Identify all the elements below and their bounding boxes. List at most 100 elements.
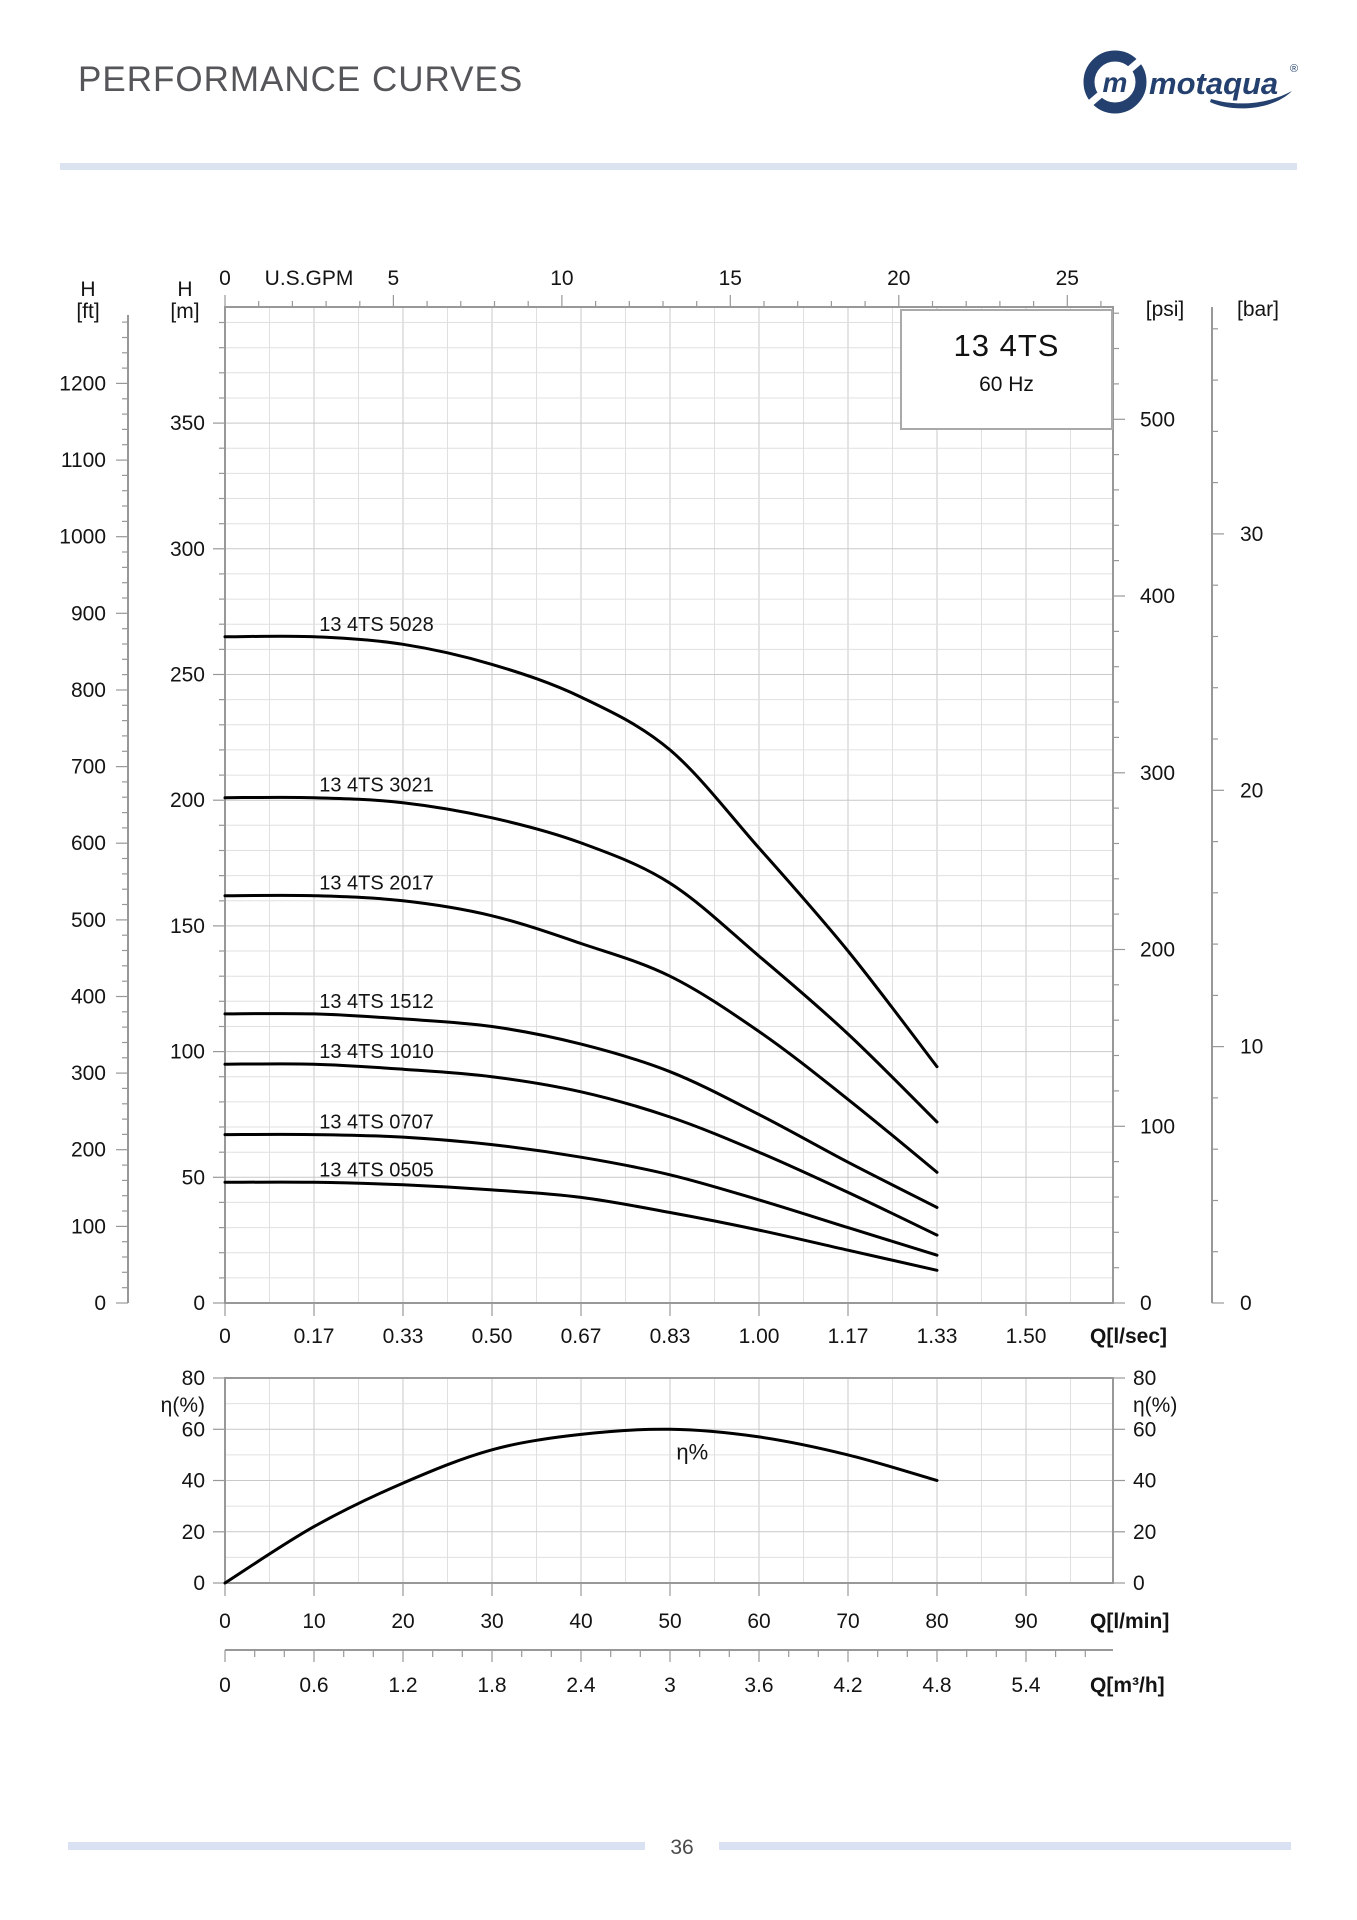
logo-swoosh: [1210, 91, 1292, 109]
svg-text:0: 0: [1240, 1292, 1252, 1315]
svg-text:2.4: 2.4: [566, 1674, 596, 1697]
svg-text:0.83: 0.83: [650, 1325, 691, 1348]
svg-text:0: 0: [1133, 1572, 1145, 1595]
svg-text:40: 40: [569, 1610, 592, 1633]
svg-text:5: 5: [388, 267, 400, 290]
svg-text:4.8: 4.8: [922, 1674, 951, 1697]
svg-text:20: 20: [1240, 779, 1263, 802]
svg-text:13 4TS 1512: 13 4TS 1512: [319, 991, 434, 1013]
q-lsec-axis: 0 0.17 0.33 0.50 0.67 0.83 1.00 1.17 1.33 1.50 Q[l…: [219, 1303, 1167, 1348]
svg-text:20: 20: [887, 267, 910, 290]
svg-text:15: 15: [719, 267, 742, 290]
svg-text:[bar]: [bar]: [1237, 298, 1279, 321]
svg-text:10: 10: [550, 267, 573, 290]
main-chart-grid: [225, 307, 1113, 1303]
curve-13-4TS-2017: [223, 893, 939, 1174]
curve-13-4TS-0707: [223, 1132, 939, 1257]
svg-text:Q[l/sec]: Q[l/sec]: [1090, 1325, 1167, 1348]
curve-13-4TS-1512: [223, 1012, 939, 1209]
svg-text:0.50: 0.50: [472, 1325, 513, 1348]
curve-13-4TS-1010: [223, 1062, 939, 1237]
svg-text:150: 150: [170, 915, 205, 938]
svg-text:100: 100: [1140, 1115, 1175, 1138]
curve-13-4TS-5028: [223, 634, 939, 1069]
svg-text:0.33: 0.33: [383, 1325, 424, 1348]
bar-axis: 0 10 20 30 [bar]: [1211, 298, 1279, 1315]
svg-text:0: 0: [193, 1292, 205, 1315]
svg-text:80: 80: [925, 1610, 948, 1633]
svg-text:25: 25: [1056, 267, 1079, 290]
header-divider: [60, 163, 1297, 170]
svg-text:200: 200: [71, 1139, 106, 1162]
psi-axis: 0 100 200 300 400 500 [psi]: [1113, 298, 1184, 1315]
svg-text:30: 30: [1240, 523, 1263, 546]
svg-text:200: 200: [170, 789, 205, 812]
svg-text:100: 100: [170, 1041, 205, 1064]
eff-curve-group: η%: [223, 1427, 939, 1585]
q-m3h-axis: 0 0.6 1.2 1.8 2.4 3 3.6 4.2 4.8 5.4 Q[m³/h]: [219, 1649, 1165, 1697]
head-curves: [223, 634, 939, 1272]
svg-text:[m]: [m]: [170, 300, 199, 323]
svg-text:13 4TS 0505: 13 4TS 0505: [319, 1159, 434, 1181]
footer-rule-left: [68, 1842, 645, 1850]
svg-text:Q[l/min]: Q[l/min]: [1090, 1610, 1169, 1633]
head-curve-labels: 13 4TS 5028 13 4TS 3021 13 4TS 2017 13 4TS …: [319, 614, 434, 1182]
svg-text:4.2: 4.2: [833, 1674, 862, 1697]
svg-text:0.67: 0.67: [561, 1325, 602, 1348]
svg-text:10: 10: [1240, 1036, 1263, 1059]
svg-text:1200: 1200: [59, 372, 106, 395]
svg-text:0.17: 0.17: [294, 1325, 335, 1348]
model-name: 13 4TS: [953, 328, 1060, 363]
curve-13-4TS-0505: [223, 1180, 939, 1272]
svg-text:5.4: 5.4: [1011, 1674, 1041, 1697]
svg-text:0.6: 0.6: [299, 1674, 328, 1697]
svg-text:500: 500: [1140, 408, 1175, 431]
svg-text:0: 0: [219, 1325, 231, 1348]
motaqua-logo-svg: m motaqua ®: [1083, 50, 1298, 114]
motaqua-swirl-icon: m: [1083, 50, 1147, 114]
page-number: 36: [670, 1836, 694, 1859]
svg-text:13 4TS 0707: 13 4TS 0707: [319, 1112, 434, 1134]
svg-text:1.00: 1.00: [739, 1325, 780, 1348]
svg-text:20: 20: [1133, 1521, 1156, 1544]
svg-text:1100: 1100: [61, 449, 106, 472]
svg-text:η%: η%: [676, 1439, 708, 1464]
svg-text:3.6: 3.6: [744, 1674, 773, 1697]
svg-text:80: 80: [182, 1367, 205, 1390]
motaqua-logo: m motaqua ®: [1083, 46, 1303, 116]
svg-text:200: 200: [1140, 939, 1175, 962]
svg-text:0: 0: [219, 1674, 231, 1697]
eff-left-axis: 0 20 40 60 80 η(%): [161, 1367, 225, 1595]
svg-text:300: 300: [71, 1062, 106, 1085]
svg-text:400: 400: [71, 986, 106, 1009]
svg-text:3: 3: [664, 1674, 676, 1697]
svg-text:13 4TS 2017: 13 4TS 2017: [319, 873, 434, 895]
svg-text:U.S.GPM: U.S.GPM: [265, 267, 354, 290]
svg-text:0: 0: [219, 1610, 231, 1633]
svg-text:600: 600: [71, 832, 106, 855]
svg-text:1.17: 1.17: [828, 1325, 869, 1348]
svg-text:13 4TS 3021: 13 4TS 3021: [319, 775, 434, 797]
svg-text:η(%): η(%): [1133, 1394, 1177, 1417]
page-title: PERFORMANCE CURVES: [78, 60, 524, 99]
svg-text:0: 0: [1140, 1292, 1152, 1315]
h-m-axis: 0 50 100 150 200 250 300 350 H[m]: [170, 278, 225, 1315]
svg-text:1.33: 1.33: [917, 1325, 958, 1348]
svg-text:40: 40: [182, 1470, 205, 1493]
h-ft-axis: 0 100 200 300 400 500 600 700 800 900 1000 1100 1200…: [59, 278, 129, 1315]
svg-text:1000: 1000: [59, 526, 106, 549]
model-box: 13 4TS 60 Hz: [900, 309, 1113, 430]
svg-text:40: 40: [1133, 1470, 1156, 1493]
svg-text:800: 800: [71, 679, 106, 702]
svg-text:[ft]: [ft]: [76, 300, 99, 323]
eff-curve: [223, 1427, 939, 1585]
usgpm-axis: 0 5 10 15 20 25 U.S.GPM: [219, 267, 1102, 307]
svg-text:60: 60: [1133, 1418, 1156, 1441]
logo-m-glyph: m: [1103, 67, 1128, 98]
svg-text:400: 400: [1140, 585, 1175, 608]
svg-text:10: 10: [302, 1610, 325, 1633]
svg-text:H: H: [177, 278, 192, 301]
svg-text:60: 60: [182, 1418, 205, 1441]
svg-text:300: 300: [170, 538, 205, 561]
